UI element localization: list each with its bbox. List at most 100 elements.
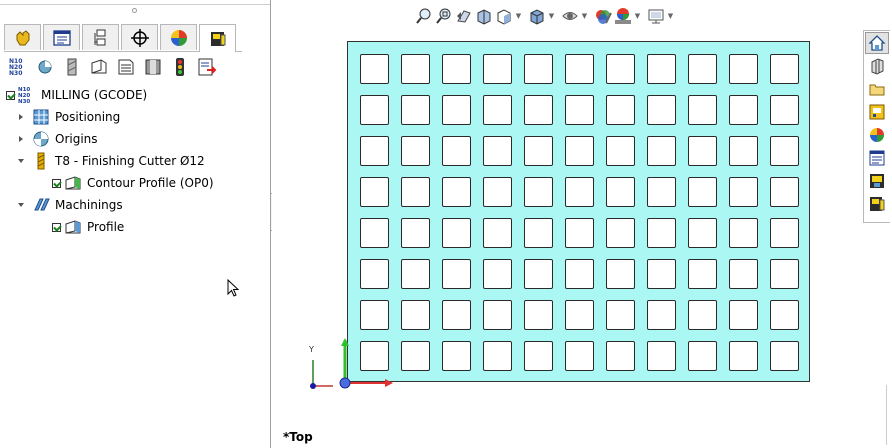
pocket-cutout[interactable] (688, 54, 717, 84)
pocket-cutout[interactable] (401, 218, 430, 248)
pocket-cutout[interactable] (688, 218, 717, 248)
pocket-cutout[interactable] (647, 300, 676, 330)
tree-item-profile[interactable]: Profile (52, 216, 124, 238)
apply-scene-dropdown[interactable]: ▼ (634, 12, 641, 20)
view-orientation-dropdown[interactable]: ▼ (515, 12, 522, 20)
pocket-cutout[interactable] (483, 177, 512, 207)
graphics-area[interactable]: ▼ ▼ ▼ ▼ ▼ Y *Top (272, 0, 892, 448)
pocket-cutout[interactable] (647, 177, 676, 207)
pocket-cutout[interactable] (688, 177, 717, 207)
pocket-cutout[interactable] (524, 95, 553, 125)
task-pane-cam-library[interactable] (865, 170, 889, 192)
pocket-cutout[interactable] (729, 95, 758, 125)
pocket-cutout[interactable] (770, 259, 799, 289)
pocket-cutout[interactable] (483, 300, 512, 330)
pocket-cutout[interactable] (360, 341, 389, 371)
tree-item-origins[interactable]: Origins (16, 128, 98, 150)
zoom-to-fit-button[interactable] (414, 5, 434, 27)
task-pane-appearances[interactable] (865, 124, 889, 146)
task-pane-file-explorer[interactable] (865, 78, 889, 100)
pocket-cutout[interactable] (770, 300, 799, 330)
tree-item-tool-t8[interactable]: T8 - Finishing Cutter Ø12 (16, 150, 205, 172)
display-style-button[interactable] (527, 5, 547, 27)
pocket-cutout[interactable] (442, 341, 471, 371)
pocket-cutout[interactable] (360, 54, 389, 84)
pocket-cutout[interactable] (647, 54, 676, 84)
pocket-cutout[interactable] (688, 300, 717, 330)
cmd-report[interactable] (112, 55, 139, 79)
view-settings-button[interactable] (646, 5, 666, 27)
pocket-cutout[interactable] (360, 259, 389, 289)
pocket-cutout[interactable] (524, 54, 553, 84)
pocket-cutout[interactable] (770, 177, 799, 207)
pocket-cutout[interactable] (565, 259, 594, 289)
task-pane-view-palette[interactable] (865, 101, 889, 123)
cmd-simulation[interactable] (139, 55, 166, 79)
pocket-cutout[interactable] (606, 341, 635, 371)
pocket-cutout[interactable] (401, 177, 430, 207)
pocket-cutout[interactable] (565, 54, 594, 84)
pocket-cutout[interactable] (688, 95, 717, 125)
cmd-stock[interactable] (58, 55, 85, 79)
pocket-cutout[interactable] (647, 95, 676, 125)
pocket-cutout[interactable] (401, 259, 430, 289)
origin-marker[interactable] (339, 377, 351, 389)
task-pane-home[interactable] (865, 32, 889, 54)
pocket-cutout[interactable] (483, 218, 512, 248)
previous-view-button[interactable] (454, 5, 474, 27)
pocket-cutout[interactable] (770, 95, 799, 125)
pocket-cutout[interactable] (524, 218, 553, 248)
pocket-cutout[interactable] (647, 259, 676, 289)
cmd-traffic-light[interactable] (166, 55, 193, 79)
tab-part-manager[interactable] (4, 24, 41, 50)
pocket-cutout[interactable] (729, 341, 758, 371)
pocket-cutout[interactable] (483, 54, 512, 84)
pocket-cutout[interactable] (483, 259, 512, 289)
pocket-cutout[interactable] (442, 136, 471, 166)
pocket-cutout[interactable] (483, 341, 512, 371)
pocket-cutout[interactable] (729, 177, 758, 207)
pocket-cutout[interactable] (565, 95, 594, 125)
pocket-cutout[interactable] (565, 300, 594, 330)
task-pane-design-library[interactable] (865, 55, 889, 77)
pocket-cutout[interactable] (360, 218, 389, 248)
pocket-cutout[interactable] (606, 95, 635, 125)
pocket-cutout[interactable] (688, 259, 717, 289)
panel-grip[interactable] (132, 8, 137, 13)
machining-checkbox[interactable] (52, 222, 61, 232)
pocket-cutout[interactable] (647, 218, 676, 248)
tab-dimxpert[interactable] (121, 24, 158, 50)
pocket-cutout[interactable] (729, 136, 758, 166)
pocket-cutout[interactable] (360, 177, 389, 207)
pocket-cutout[interactable] (729, 54, 758, 84)
pocket-cutout[interactable] (442, 95, 471, 125)
pocket-cutout[interactable] (606, 177, 635, 207)
apply-scene-button[interactable] (613, 5, 633, 27)
task-pane-cam-tools[interactable] (865, 193, 889, 215)
pocket-cutout[interactable] (729, 259, 758, 289)
pocket-cutout[interactable] (565, 177, 594, 207)
pocket-cutout[interactable] (401, 341, 430, 371)
pocket-cutout[interactable] (565, 136, 594, 166)
pocket-cutout[interactable] (442, 218, 471, 248)
pocket-cutout[interactable] (401, 136, 430, 166)
pocket-cutout[interactable] (360, 95, 389, 125)
pocket-cutout[interactable] (442, 259, 471, 289)
tab-property-manager[interactable] (43, 24, 80, 50)
pocket-cutout[interactable] (606, 259, 635, 289)
pocket-cutout[interactable] (524, 300, 553, 330)
pocket-cutout[interactable] (606, 136, 635, 166)
edit-appearance-button[interactable] (593, 5, 613, 27)
collapse-arrow-icon[interactable] (16, 200, 26, 210)
pocket-cutout[interactable] (729, 218, 758, 248)
pocket-cutout[interactable] (401, 300, 430, 330)
pocket-cutout[interactable] (647, 341, 676, 371)
pocket-cutout[interactable] (606, 300, 635, 330)
cmd-nc-program[interactable]: N10 N20 N30 (4, 55, 31, 79)
pocket-cutout[interactable] (565, 218, 594, 248)
pocket-cutout[interactable] (401, 95, 430, 125)
expand-arrow-icon[interactable] (16, 112, 26, 122)
tab-cam-manager[interactable] (199, 24, 236, 52)
display-style-dropdown[interactable]: ▼ (548, 12, 555, 20)
pocket-cutout[interactable] (729, 300, 758, 330)
